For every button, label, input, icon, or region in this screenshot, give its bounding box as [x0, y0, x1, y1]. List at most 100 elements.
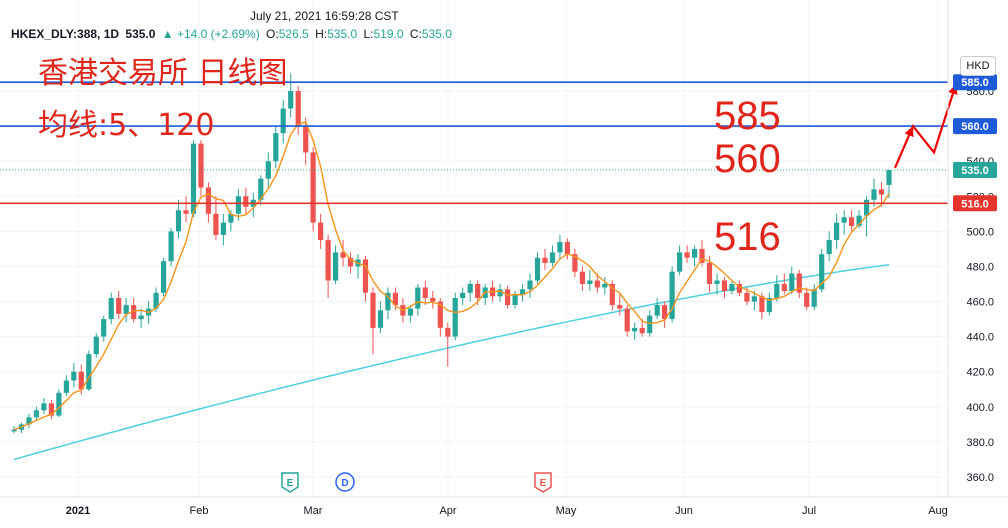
candle-body [632, 327, 638, 332]
candle [377, 301, 384, 334]
symbol-info: HKEX_DLY:388, 1D 535.0 ▲ +14.0 (+2.69%) … [11, 27, 452, 41]
candle [692, 245, 698, 267]
candle-body [198, 143, 204, 188]
candle-body [706, 262, 713, 284]
candle [415, 284, 421, 316]
event-marker-E[interactable]: E [534, 472, 552, 493]
x-tick-label: May [556, 505, 577, 517]
candle-body [864, 199, 870, 216]
candle-body [26, 417, 32, 425]
x-tick-label: Aug [928, 505, 948, 517]
candle-body [235, 196, 241, 214]
candle [714, 273, 720, 295]
x-tick-label: Feb [190, 505, 209, 517]
candle [63, 375, 69, 397]
candle-body [138, 315, 144, 320]
candle-body [422, 287, 428, 298]
candle-body [168, 231, 174, 262]
candle-body [692, 248, 698, 258]
candle-body [557, 241, 563, 253]
candle [781, 273, 787, 295]
candle [108, 292, 114, 325]
candle-body [258, 178, 264, 200]
candle-body [220, 222, 226, 235]
candle-body [445, 327, 451, 337]
candle-body [318, 222, 324, 241]
candle [190, 140, 197, 218]
candle [639, 319, 645, 337]
candle [542, 248, 548, 270]
candle [684, 245, 690, 263]
candle-body [205, 187, 211, 214]
level-560-label: 560 [714, 137, 781, 181]
candle-body [347, 257, 354, 267]
candle-body [497, 289, 503, 297]
candle-body [654, 305, 660, 316]
candle [624, 305, 630, 337]
candle-body [370, 292, 376, 328]
candle [168, 227, 174, 267]
candle [826, 231, 832, 262]
candle [632, 322, 638, 341]
candle [175, 199, 182, 239]
candle-body [377, 310, 384, 328]
candle [834, 213, 840, 249]
y-tick-label: 420.0 [966, 367, 994, 379]
candle-body [430, 298, 436, 302]
candle-body [744, 292, 750, 302]
last-price-tag [953, 161, 997, 178]
candle [736, 280, 742, 297]
candle [579, 266, 585, 292]
candle-body [71, 371, 77, 381]
symbol: HKEX_DLY:388, 1D [11, 27, 120, 41]
candle [123, 298, 129, 323]
candle-body [78, 371, 84, 390]
candle [41, 398, 47, 414]
candle [527, 273, 533, 299]
last-price-tag-text: 535.0 [961, 165, 989, 177]
candle-body [609, 284, 615, 306]
candle-body [392, 292, 398, 306]
ma5-path [13, 121, 890, 431]
candle-body [333, 252, 339, 281]
event-letter: E [540, 478, 547, 489]
candle-body [108, 298, 114, 320]
candle-body [834, 222, 840, 241]
candle-body [340, 252, 346, 258]
candle [33, 406, 39, 421]
candle [654, 298, 660, 320]
candle-body [579, 271, 585, 284]
candle-body [295, 91, 301, 127]
candle-body [183, 210, 189, 214]
time-axis[interactable]: 2021 Feb Mar Apr May Jun Jul Aug [66, 505, 948, 517]
price-tag-585-0-text: 585.0 [961, 77, 989, 89]
candle [549, 245, 556, 267]
currency-button[interactable]: HKD [960, 56, 996, 76]
ohlc-high-key: H: [315, 27, 328, 41]
candle [617, 292, 623, 316]
candle-body [475, 284, 481, 298]
candle-body [572, 254, 578, 272]
candle-body [751, 296, 757, 302]
candle [505, 285, 511, 309]
candle [318, 213, 324, 249]
candle-body [878, 189, 885, 195]
candle [11, 426, 17, 434]
candle-body [385, 292, 391, 311]
event-letter: D [341, 478, 348, 489]
candle [325, 234, 331, 299]
event-marker-D[interactable]: D [335, 472, 355, 492]
candle [340, 240, 346, 267]
event-marker-E[interactable]: E [281, 472, 299, 493]
ohlc-open: O:526.5 [266, 27, 309, 41]
candle [677, 245, 683, 276]
candle [93, 333, 99, 358]
candle-body [325, 240, 331, 281]
y-tick-label: 480.0 [966, 261, 994, 273]
candle [280, 99, 286, 144]
candle-body [190, 143, 197, 214]
candle-body [774, 284, 780, 298]
